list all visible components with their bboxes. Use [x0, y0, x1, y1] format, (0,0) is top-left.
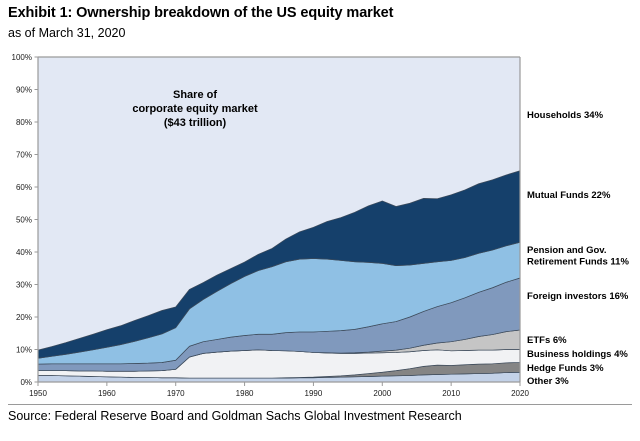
x-tick-label: 2010 — [442, 389, 460, 398]
series-label-hedge: Hedge Funds 3% — [527, 363, 604, 374]
x-tick-label: 1970 — [167, 389, 185, 398]
y-tick-label: 50% — [16, 216, 32, 225]
y-tick-label: 90% — [16, 86, 32, 95]
y-tick-label: 60% — [16, 183, 32, 192]
series-label-etfs: ETFs 6% — [527, 335, 567, 346]
x-tick-label: 1990 — [305, 389, 323, 398]
x-tick-label: 2000 — [373, 389, 391, 398]
series-label-other: Other 3% — [527, 376, 569, 387]
series-label-households: Households 34% — [527, 110, 604, 121]
y-tick-label: 30% — [16, 281, 32, 290]
chart-annotation-line: Share of — [173, 89, 217, 101]
stacked-area-chart: 0% 10% 20% 30% 40% 50% 60% 70% 80% 90% 100% 1950 196… — [12, 53, 630, 398]
y-tick-label: 20% — [16, 313, 32, 322]
chart-annotation-line: ($43 trillion) — [164, 117, 227, 129]
y-tick-label: 100% — [12, 53, 32, 62]
y-tick-label: 40% — [16, 248, 32, 257]
x-tick-label: 2020 — [511, 389, 529, 398]
x-tick-label: 1950 — [29, 389, 47, 398]
series-label-pension: Retirement Funds 11% — [527, 257, 629, 268]
chart-annotation-line: corporate equity market — [132, 103, 258, 115]
x-tick-label: 1960 — [98, 389, 116, 398]
source-note: Source: Federal Reserve Board and Goldma… — [8, 409, 462, 423]
series-label-business: Business holdings 4% — [527, 349, 628, 360]
page-title: Exhibit 1: Ownership breakdown of the US… — [8, 5, 394, 21]
y-tick-label: 70% — [16, 151, 32, 160]
x-tick-label: 1980 — [236, 389, 254, 398]
series-label-pension: Pension and Gov. — [527, 245, 607, 256]
chart-area: 0% 10% 20% 30% 40% 50% 60% 70% 80% 90% 100% 1950 196… — [0, 45, 640, 400]
series-label-foreign: Foreign investors 16% — [527, 291, 629, 302]
y-tick-label: 80% — [16, 118, 32, 127]
page-subtitle: as of March 31, 2020 — [8, 26, 126, 40]
y-tick-label: 10% — [16, 346, 32, 355]
series-label-mutual-funds: Mutual Funds 22% — [527, 190, 611, 201]
y-tick-label: 0% — [20, 378, 32, 387]
footer-divider — [8, 404, 632, 405]
